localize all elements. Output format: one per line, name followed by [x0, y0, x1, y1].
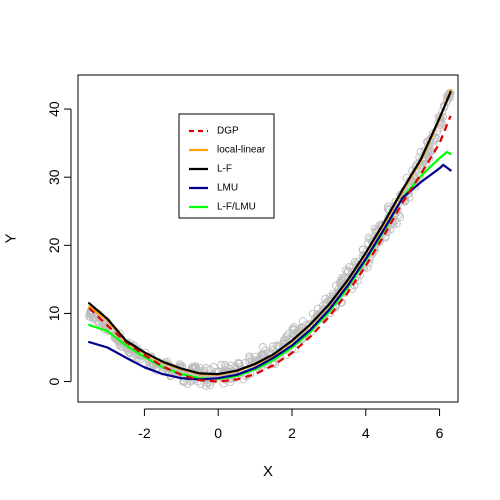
data-point	[313, 304, 322, 313]
data-point	[364, 233, 373, 242]
plot-frame	[77, 74, 459, 403]
x-tick-label: 0	[214, 425, 222, 441]
legend-box	[178, 113, 275, 219]
x-tick-label: 2	[288, 425, 296, 441]
data-point	[343, 268, 352, 277]
y-axis: 0 10 20 30 40	[46, 101, 72, 385]
data-point	[94, 318, 103, 327]
x-axis-title: X	[263, 463, 273, 480]
legend-label: local-linear	[217, 145, 266, 156]
data-point	[384, 202, 393, 211]
data-point	[289, 323, 299, 332]
series-line-l-f-lmu	[88, 150, 452, 380]
data-point	[245, 352, 254, 361]
data-point	[344, 266, 353, 276]
data-point	[335, 278, 344, 287]
y-tick-label: 0	[46, 377, 62, 385]
x-tick-label: 4	[362, 425, 370, 441]
legend-label: L-F/LMU	[217, 202, 256, 213]
data-point	[250, 352, 259, 361]
data-point	[226, 361, 235, 370]
y-tick-label: 20	[46, 237, 62, 253]
legend: DGP local-linear L-F LMU L-F/LMU	[178, 113, 275, 219]
data-point	[222, 362, 231, 371]
data-point	[217, 360, 226, 370]
legend-label: DGP	[217, 126, 239, 137]
data-point	[209, 363, 218, 372]
data-point	[269, 345, 278, 354]
legend-label: L-F	[217, 164, 232, 175]
data-point	[298, 317, 308, 326]
series-line-dgp	[88, 115, 452, 383]
data-point	[345, 262, 354, 272]
series-lines	[88, 88, 452, 383]
data-point	[308, 309, 317, 318]
series-line-l-f	[88, 90, 452, 376]
legend-label: LMU	[217, 183, 238, 194]
data-point	[271, 360, 280, 369]
data-point	[415, 159, 424, 168]
x-tick-label: 6	[436, 425, 444, 441]
y-tick-label: 30	[46, 169, 62, 185]
data-point	[396, 213, 405, 222]
data-point	[268, 342, 278, 351]
data-point	[416, 172, 425, 181]
data-point	[282, 331, 291, 341]
x-tick-label: -2	[138, 425, 151, 441]
data-point	[392, 219, 401, 228]
y-tick-label: 40	[46, 101, 62, 117]
y-tick-label: 10	[46, 305, 62, 321]
x-axis: -2 0 2 4 6	[138, 408, 444, 441]
y-axis-title: Y	[3, 233, 20, 243]
data-point	[86, 312, 95, 322]
